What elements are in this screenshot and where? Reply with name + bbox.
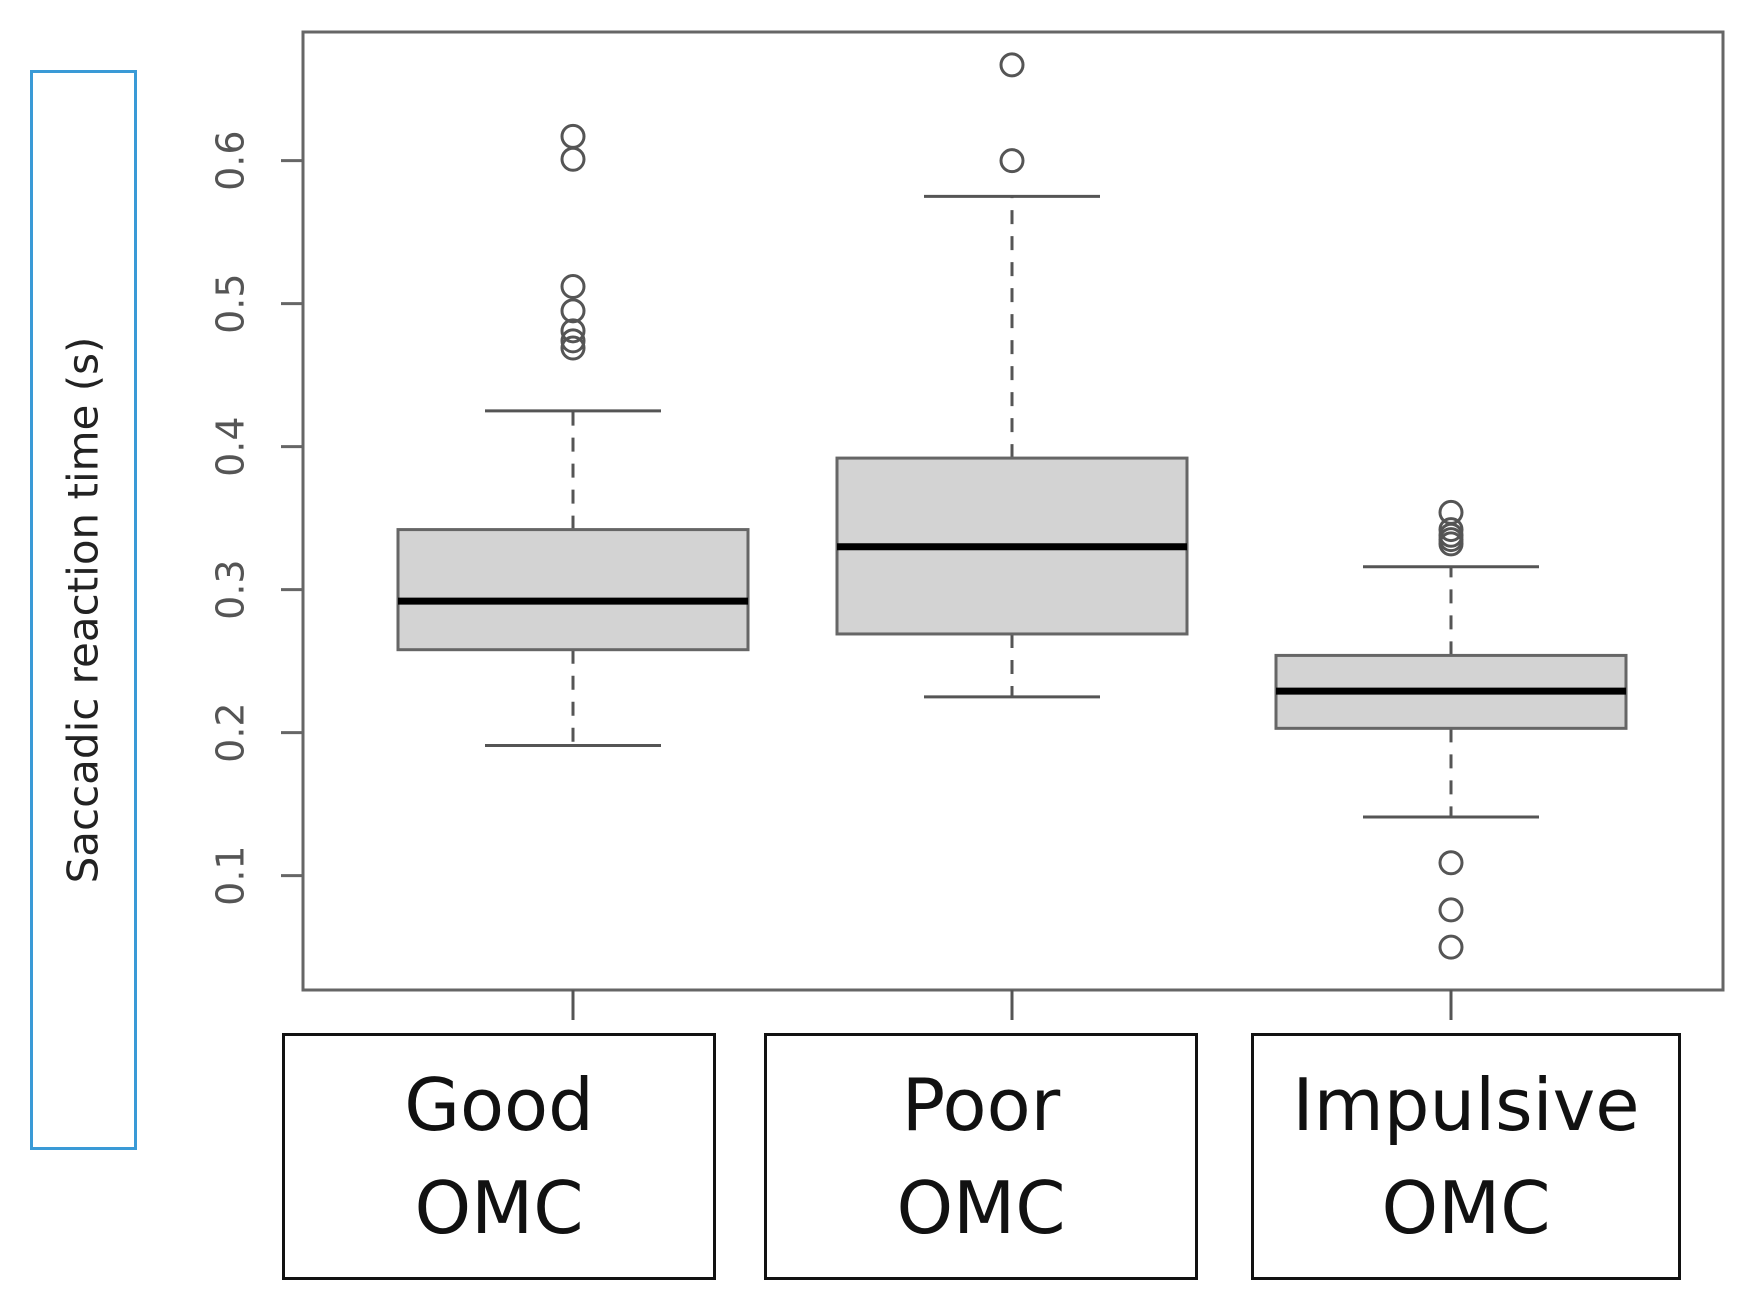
outlier-point [1438, 850, 1464, 876]
category-label-good: Good OMC [282, 1033, 716, 1280]
category-label-poor-text: Poor OMC [896, 1062, 1066, 1250]
y-axis-label-frame [30, 70, 137, 1150]
box-group [396, 123, 750, 747]
y-tick-label: 0.5 [209, 273, 253, 333]
outlier-point [999, 148, 1025, 174]
outlier-point [1438, 897, 1464, 923]
outlier-point [560, 318, 586, 344]
category-label-impulsive: Impulsive OMC [1251, 1033, 1681, 1280]
outlier-point [560, 123, 586, 149]
outlier-point [560, 335, 586, 361]
outlier-point [1438, 934, 1464, 960]
outlier-point [560, 146, 586, 172]
y-axis-label: Saccadic reaction time (s) [58, 336, 108, 884]
y-tick-label: 0.4 [209, 416, 253, 476]
box-group [835, 52, 1189, 699]
box-group [1274, 499, 1628, 960]
outlier-point [560, 274, 586, 300]
y-tick-label: 0.6 [209, 130, 253, 190]
box-series [396, 52, 1628, 960]
outlier-point [999, 52, 1025, 78]
x-axis [571, 990, 1453, 1020]
category-label-poor: Poor OMC [764, 1033, 1198, 1280]
category-label-impulsive-text: Impulsive OMC [1292, 1062, 1640, 1250]
outlier-point [560, 298, 586, 324]
y-tick-label: 0.1 [209, 845, 253, 905]
y-tick-label: 0.3 [209, 559, 253, 619]
category-label-good-text: Good OMC [404, 1062, 594, 1250]
y-tick-label: 0.2 [209, 702, 253, 762]
box-iqr [396, 528, 750, 652]
outlier-point [1438, 531, 1464, 557]
y-axis: 0.1 0.2 0.3 0.4 0.5 0.6 [209, 130, 303, 906]
outlier-point [560, 328, 586, 354]
